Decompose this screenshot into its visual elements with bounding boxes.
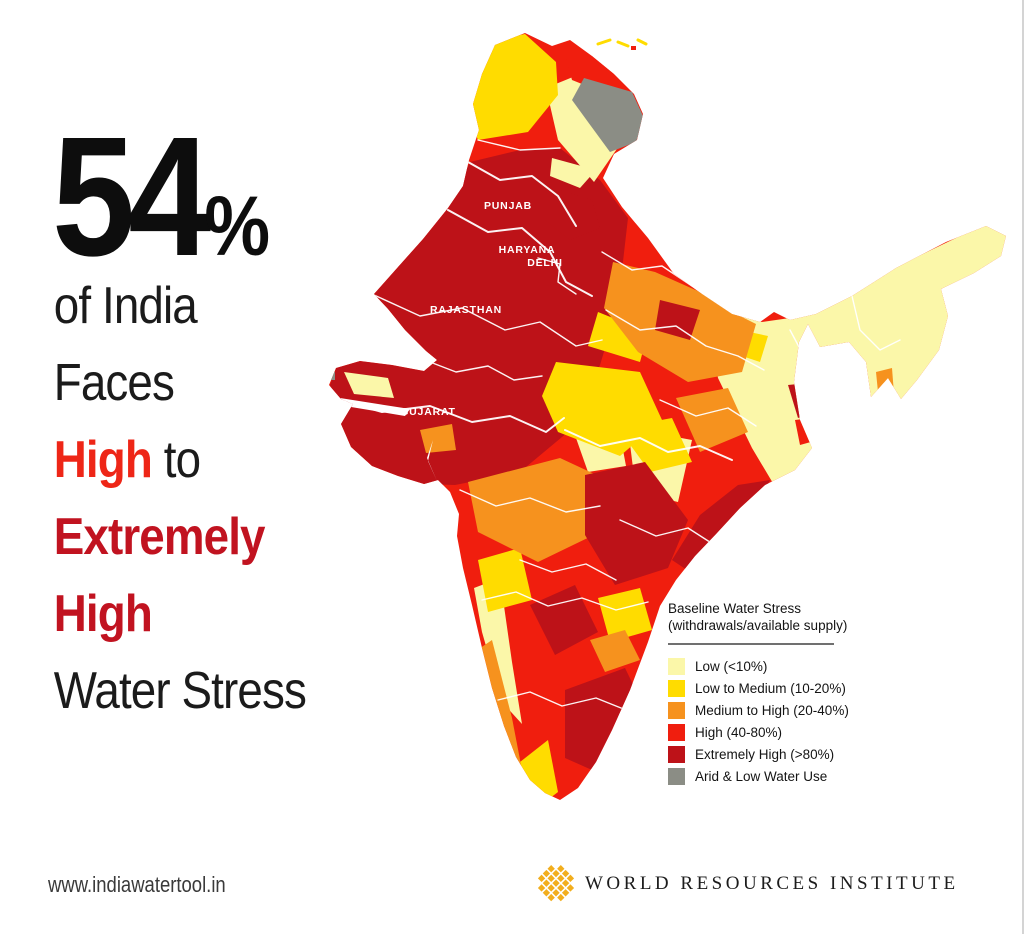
legend-swatch-arid [668, 768, 685, 785]
legend-item: Arid & Low Water Use [668, 768, 928, 785]
headline-line-4: Extremely [53, 508, 266, 566]
district-shape [530, 585, 598, 655]
district-shape [876, 368, 894, 394]
legend-item: Medium to High (20-40%) [668, 702, 928, 719]
boundary-line [619, 519, 717, 547]
legend-title-line1: Baseline Water Stress [668, 601, 802, 616]
legend-swatch-low [668, 658, 685, 675]
legend-item: High (40-80%) [668, 724, 928, 741]
wri-logo: WORLD RESOURCES INSTITUTE [537, 865, 959, 903]
boundary-line [459, 489, 601, 513]
region-label-gujarat: GUJARAT [400, 406, 456, 418]
border-fragments [596, 38, 648, 50]
boundary-line [564, 429, 733, 461]
legend-title-line2: (withdrawals/available supply) [668, 618, 848, 633]
map-state-labels: PUNJAB HARYANA DELHI RAJASTHAN GUJARAT [400, 200, 563, 418]
boundary-line [373, 294, 603, 347]
boundary-line [519, 559, 617, 581]
district-shape [598, 588, 652, 642]
legend-item: Extremely High (>80%) [668, 746, 928, 763]
district-shape [468, 458, 618, 562]
boundary-line [429, 361, 543, 381]
legend-label: Extremely High (>80%) [695, 747, 835, 762]
border-fragment [616, 40, 630, 48]
boundary-line [537, 257, 577, 295]
state-boundaries [340, 139, 901, 711]
swatch-rect [668, 768, 685, 785]
legend-swatch-medium-to-high [668, 702, 685, 719]
district-shape [565, 668, 648, 778]
district-shape [585, 462, 688, 585]
district-shape [329, 372, 335, 380]
legend-swatch-low-to-medium [668, 680, 685, 697]
region-label-delhi: DELHI [527, 257, 563, 269]
district-shape [545, 190, 600, 240]
boundary-line [467, 161, 577, 227]
border-fragment [596, 38, 612, 46]
wri-weave-pattern [537, 865, 575, 902]
boundary-line [481, 591, 649, 611]
district-shape [474, 578, 522, 724]
headline-line-3: High to [54, 422, 306, 499]
district-shape [572, 78, 644, 152]
border-fragment [636, 38, 648, 46]
district-shape [566, 56, 614, 92]
district-shape [676, 388, 748, 452]
headline-lines: of India Faces High to Extremely High Wa… [53, 268, 307, 730]
headline-line-1: of India [53, 277, 198, 335]
legend-label: Low (<10%) [695, 659, 768, 674]
headline-stat: 54% [52, 112, 270, 282]
headline-line-2: Faces [53, 354, 175, 412]
swatch-rect [668, 746, 685, 763]
legend-swatch-extremely-high [668, 746, 685, 763]
district-shape [590, 630, 640, 672]
wri-logo-text: WORLD RESOURCES INSTITUTE [585, 873, 959, 894]
legend-title: Baseline Water Stress (withdrawals/avail… [668, 600, 928, 634]
map-legend: Baseline Water Stress (withdrawals/avail… [668, 600, 928, 790]
swatch-rect [668, 680, 685, 697]
right-edge-line [1022, 0, 1024, 934]
swatch-rect [668, 658, 685, 675]
swatch-rect [668, 702, 685, 719]
district-shape [478, 548, 532, 612]
district-shape [546, 70, 630, 182]
district-shape [706, 340, 735, 368]
wri-logo-icon [537, 865, 575, 902]
district-shape [550, 158, 596, 188]
district-shape [420, 424, 456, 453]
headline-block: 54% of India Faces High to Extremely Hig… [52, 0, 351, 760]
percent-sign: % [204, 179, 271, 273]
legend-label: Low to Medium (10-20%) [695, 681, 846, 696]
legend-item: Low (<10%) [668, 658, 928, 675]
border-fragment [631, 46, 636, 50]
boundary-line [851, 295, 901, 351]
headline-high-red: High [53, 431, 153, 489]
boundary-line [497, 691, 627, 711]
region-label-rajasthan: RAJASTHAN [430, 304, 502, 316]
district-shape [588, 312, 648, 362]
legend-item: Low to Medium (10-20%) [668, 680, 928, 697]
legend-label: Arid & Low Water Use [695, 769, 828, 784]
boundary-line [447, 209, 593, 297]
boundary-line [477, 139, 561, 151]
legend-swatch-high [668, 724, 685, 741]
headline-line-5: High [53, 585, 153, 643]
region-label-haryana: HARYANA [499, 244, 556, 256]
headline-line-6: Water Stress [53, 662, 307, 720]
district-shape [344, 372, 394, 398]
boundary-line [605, 309, 765, 371]
website-url: www.indiawatertool.in [48, 872, 226, 897]
stat-number: 54 [52, 102, 211, 292]
district-shape [655, 300, 700, 340]
headline-to: to [151, 431, 201, 489]
legend-divider [668, 643, 834, 645]
region-label-punjab: PUNJAB [484, 200, 532, 212]
legend-label: Medium to High (20-40%) [695, 703, 849, 718]
boundary-line [340, 399, 565, 433]
boundary-line [659, 399, 757, 427]
swatch-rect [668, 724, 685, 741]
legend-label: High (40-80%) [695, 725, 783, 740]
